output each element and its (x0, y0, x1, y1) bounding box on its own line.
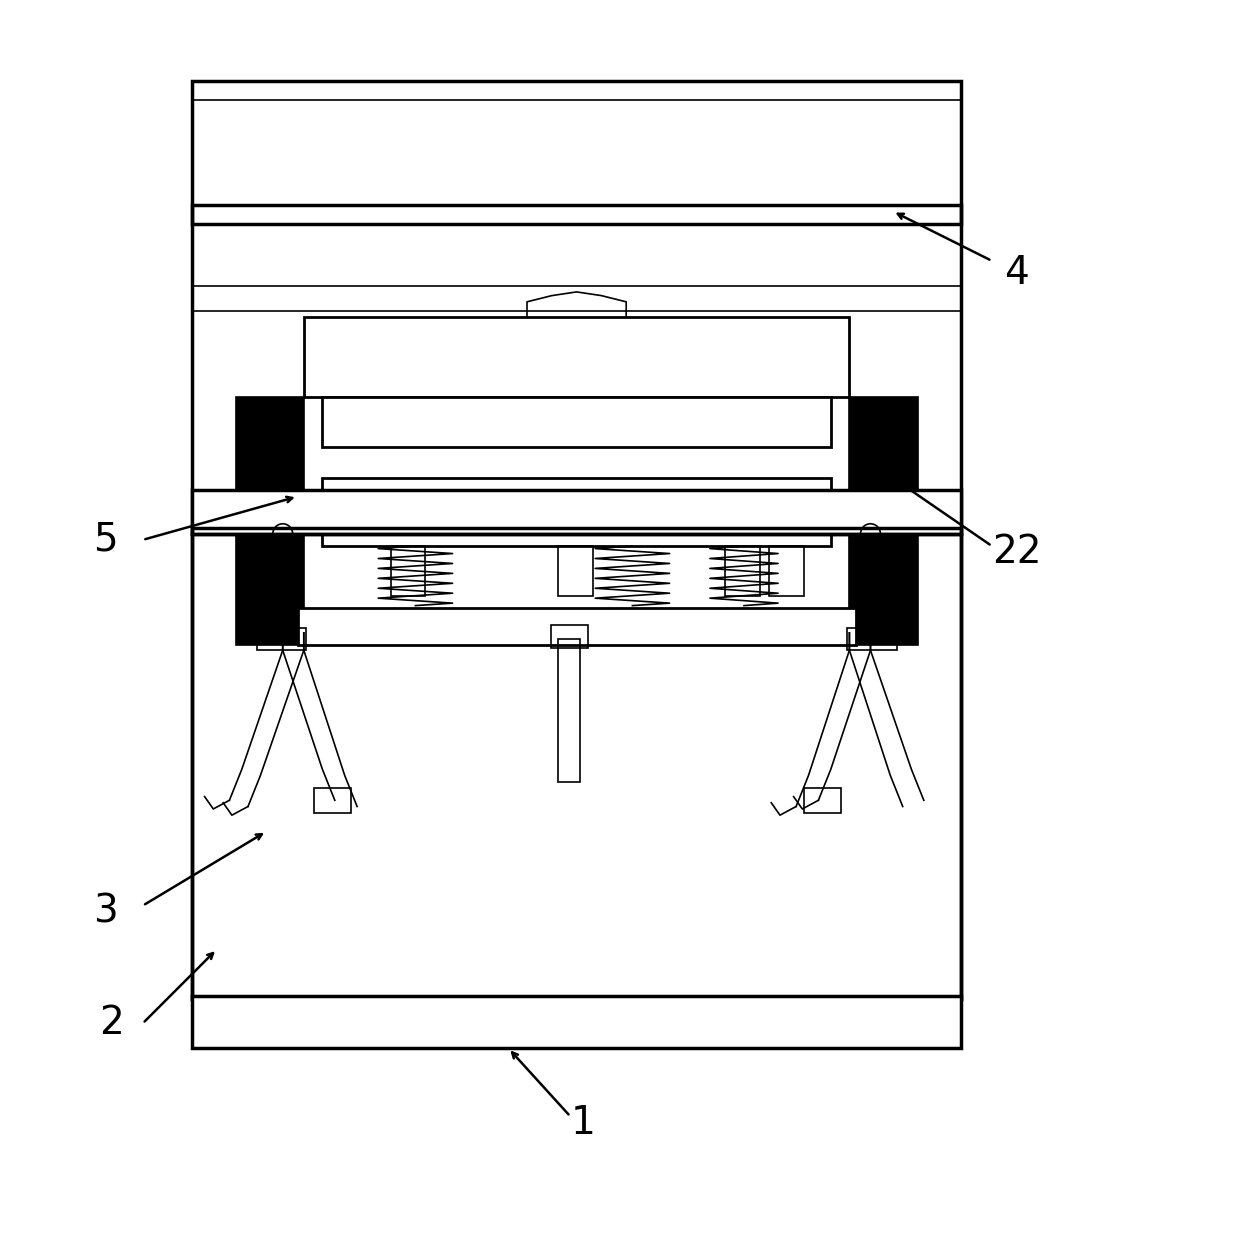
Bar (304, 316, 849, 397)
Text: 5: 5 (93, 521, 118, 558)
Bar (858, 534, 883, 633)
Bar (849, 397, 918, 645)
Text: 2: 2 (99, 1004, 124, 1042)
Bar (192, 490, 961, 534)
Text: 4: 4 (1004, 254, 1029, 293)
Bar (322, 478, 831, 546)
Bar (558, 546, 593, 596)
Bar (769, 546, 804, 596)
Bar (322, 397, 831, 447)
Bar (298, 608, 856, 645)
Bar (192, 997, 961, 1049)
Bar (804, 788, 841, 813)
Text: 3: 3 (93, 894, 118, 931)
Bar (236, 397, 304, 645)
Bar (270, 534, 295, 633)
Text: 1: 1 (570, 1103, 595, 1142)
Bar (192, 205, 961, 999)
Bar (551, 625, 588, 648)
Bar (558, 639, 580, 782)
Bar (192, 99, 961, 205)
Bar (391, 546, 425, 596)
Bar (725, 546, 760, 596)
Bar (314, 788, 351, 813)
Bar (192, 527, 961, 999)
Bar (257, 628, 306, 650)
Bar (192, 81, 961, 223)
Bar (847, 628, 897, 650)
Text: 22: 22 (992, 534, 1042, 571)
